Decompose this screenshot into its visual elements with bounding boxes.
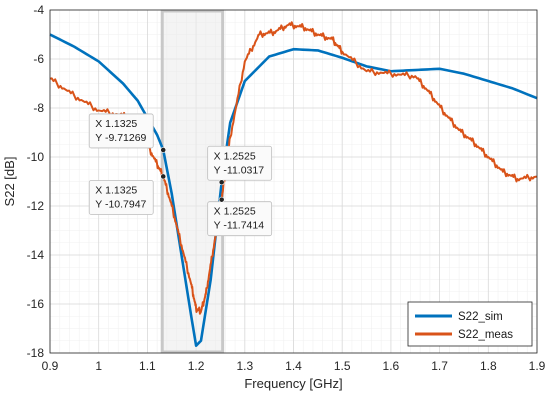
y-tick-label: -12 — [27, 199, 45, 213]
y-tick-label: -16 — [27, 297, 45, 311]
y-tick-label: -14 — [27, 248, 45, 262]
y-tick-label: -6 — [33, 52, 44, 66]
datatip-marker — [218, 179, 225, 186]
x-tick-label: 1.4 — [285, 359, 302, 373]
datatip: X 1.2525 Y -11.7414 — [207, 196, 273, 237]
datatip-box — [207, 201, 273, 237]
datatip: X 1.1325 Y -9.71269 — [88, 113, 167, 153]
datatip-x-label: X 1.1325 — [95, 118, 137, 130]
datatip: X 1.2525 Y -11.0317 — [207, 145, 273, 186]
series-line-S22_meas — [49, 21, 538, 315]
datatip-x-label: X 1.1325 — [95, 184, 137, 196]
plot-frame — [49, 9, 538, 354]
datatip-marker — [160, 147, 167, 153]
datatip: X 1.1325 Y -10.7947 — [88, 173, 167, 215]
x-tick-label: 1.7 — [431, 359, 448, 373]
highlight-band-layer — [160, 9, 225, 354]
x-tick-label: 1.8 — [480, 359, 497, 373]
datatip-marker — [218, 196, 225, 203]
datatip-y-label: Y -11.0317 — [214, 164, 265, 176]
x-tick-label: 1.2 — [188, 359, 205, 373]
legend: S22_sim S22_meas — [407, 301, 533, 347]
datatip-y-label: Y -9.71269 — [95, 132, 146, 144]
x-tick-label: 1.1 — [139, 359, 156, 373]
x-tick-label: 1.6 — [383, 359, 400, 373]
datatip-y-label: Y -11.7414 — [214, 220, 265, 232]
datatip-box — [207, 145, 273, 181]
y-tick-label: -8 — [33, 101, 44, 115]
datatip-marker — [160, 173, 167, 180]
datatip-box — [88, 180, 154, 215]
y-tick-label: -10 — [27, 150, 45, 164]
legend-box — [407, 301, 533, 347]
datatip-x-label: X 1.2525 — [214, 150, 256, 162]
x-tick-label: 0.9 — [42, 359, 59, 373]
legend-label-meas: S22_meas — [458, 329, 513, 341]
x-tick-label: 1.3 — [236, 359, 253, 373]
y-axis-label: S22 [dB] — [2, 157, 17, 207]
x-tick-label: 1.9 — [529, 359, 546, 373]
x-tick-label: 1.5 — [334, 359, 351, 373]
highlight-band — [160, 9, 225, 354]
datatip-box — [88, 113, 154, 149]
datatip-x-label: X 1.2525 — [214, 206, 256, 218]
y-tick-labels: -4 -6 -8 -10 -12 -14 -16 -18 — [27, 3, 45, 360]
datatip-y-label: Y -10.7947 — [95, 198, 146, 210]
x-tick-labels: 0.9 1 1.1 1.2 1.3 1.4 1.5 1.6 1.7 1.8 1.9 — [42, 359, 546, 373]
legend-label-sim: S22_sim — [458, 311, 503, 323]
y-tick-label: -18 — [27, 346, 45, 360]
x-axis-label: Frequency [GHz] — [244, 376, 342, 391]
x-tick-label: 1 — [95, 359, 102, 373]
y-tick-label: -4 — [33, 3, 44, 17]
